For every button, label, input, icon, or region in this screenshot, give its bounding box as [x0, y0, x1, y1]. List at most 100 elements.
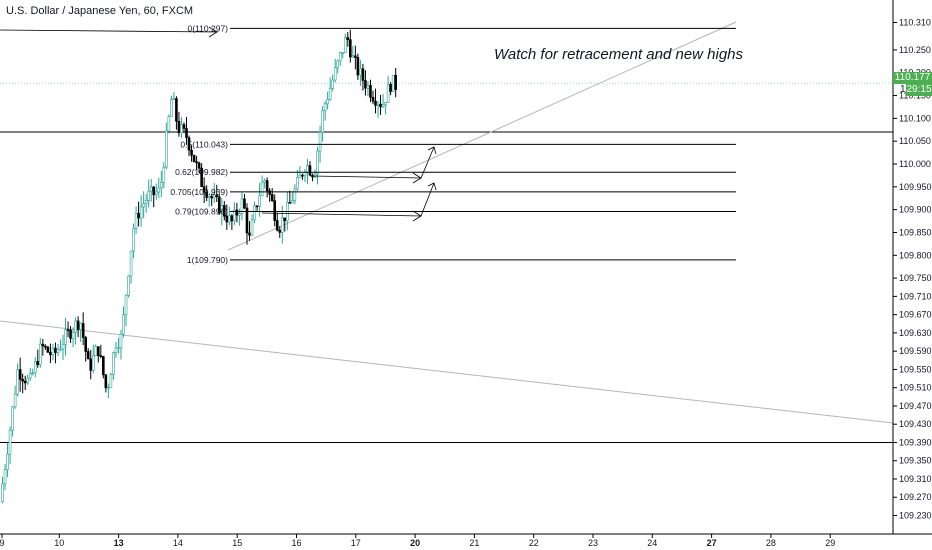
candle-body: [59, 348, 62, 351]
candle-body: [26, 377, 30, 384]
candle-body: [167, 116, 171, 132]
candle-body: [165, 130, 168, 168]
candle-body: [177, 120, 181, 134]
candle-body: [308, 165, 312, 176]
candle-body: [11, 406, 14, 431]
x-tick-label: 9: [0, 538, 5, 548]
candle-body: [243, 198, 246, 209]
candle-body: [323, 103, 327, 112]
candle-body: [306, 165, 309, 173]
arrow-line[interactable]: [0, 29, 218, 33]
candle-body: [212, 194, 216, 199]
candle-body: [369, 85, 372, 98]
candle-body: [76, 320, 80, 330]
y-tick-label: 109.310: [899, 474, 932, 484]
x-tick-label: 22: [529, 538, 539, 548]
candle-body: [255, 205, 259, 208]
candle-body: [147, 190, 150, 201]
y-tick-label: 109.850: [899, 227, 932, 237]
candle-body: [119, 333, 123, 349]
candle-body: [326, 99, 329, 105]
fibonacci-retracement[interactable]: 0(110.297) 0.5(110.043) 0.62(109.982) 0.705…: [170, 23, 736, 265]
arrow-head[interactable]: [208, 26, 218, 38]
y-tick-label: 109.630: [899, 328, 932, 338]
candle-body: [107, 387, 110, 389]
candle-body: [122, 314, 125, 335]
candle-body: [278, 229, 282, 233]
fib-level-label: 1(109.790): [187, 255, 228, 265]
candle-body: [6, 453, 9, 470]
candle-body: [263, 180, 266, 183]
candle-body: [265, 180, 269, 192]
candle-body: [321, 110, 324, 133]
candle-body: [81, 323, 85, 338]
candle-body: [197, 162, 201, 169]
candle-body: [207, 196, 211, 198]
arrow-line[interactable]: [311, 175, 422, 179]
y-tick-label: 110.000: [899, 159, 931, 169]
x-tick-label: 14: [173, 538, 183, 548]
candle-body: [69, 329, 72, 339]
candle-body: [288, 202, 292, 204]
candle-body: [28, 373, 32, 379]
candle-body: [386, 84, 390, 103]
drawing-annotations[interactable]: [0, 26, 437, 222]
arrow-line[interactable]: [261, 212, 422, 217]
y-tick-label: 109.800: [899, 250, 932, 260]
candle-body: [296, 177, 299, 190]
arrow-head[interactable]: [427, 182, 437, 191]
candle-body: [349, 39, 352, 58]
candle-body: [180, 124, 183, 134]
x-tick-label: 21: [469, 538, 479, 548]
candle-body: [384, 102, 387, 106]
x-tick-label: 28: [766, 538, 776, 548]
candlestick-series: [1, 29, 397, 504]
y-tick-label: 109.350: [899, 456, 932, 466]
arrow-line[interactable]: [420, 182, 435, 217]
candle-body: [273, 200, 277, 221]
candle-body: [132, 228, 135, 252]
candle-body: [268, 190, 271, 195]
candle-body: [89, 358, 93, 371]
y-tick-label: 109.710: [899, 291, 932, 301]
candle-body: [64, 329, 67, 345]
candle-body: [41, 343, 45, 347]
arrow-line[interactable]: [420, 146, 435, 179]
candle-body: [54, 347, 57, 353]
y-tick-label: 109.670: [899, 310, 932, 320]
candle-body: [260, 181, 264, 196]
candle-body: [343, 37, 347, 53]
candle-body: [112, 352, 115, 375]
trendline-descending[interactable]: [0, 320, 894, 424]
candle-body: [137, 212, 140, 219]
candle-body: [303, 171, 307, 176]
arrow-head[interactable]: [427, 146, 437, 155]
candle-body: [381, 104, 385, 108]
candle-body: [230, 215, 234, 222]
trendline-ascending[interactable]: [227, 21, 737, 251]
candle-body: [66, 329, 70, 331]
y-tick-label: 109.950: [899, 182, 932, 192]
x-tick-label: 15: [232, 538, 242, 548]
candle-body: [144, 200, 148, 205]
candle-body: [291, 200, 294, 204]
candle-body: [170, 99, 173, 117]
candle-body: [172, 98, 176, 100]
countdown-row: 1 29:15: [893, 84, 932, 96]
countdown-prefix: 1: [900, 84, 906, 95]
candle-body: [86, 351, 90, 360]
y-tick-label: 109.270: [899, 492, 932, 502]
candle-body: [99, 355, 103, 357]
candle-body: [250, 219, 254, 236]
candle-body: [316, 150, 319, 175]
candle-body: [318, 131, 322, 152]
annotation-text[interactable]: Watch for retracement and new highs: [494, 46, 744, 63]
candle-body: [359, 68, 362, 76]
fib-level-label: 0.62(109.982): [175, 167, 228, 177]
candle-body: [258, 195, 261, 207]
candle-body: [117, 347, 120, 350]
candle-body: [84, 337, 87, 352]
candle-body: [154, 191, 158, 196]
